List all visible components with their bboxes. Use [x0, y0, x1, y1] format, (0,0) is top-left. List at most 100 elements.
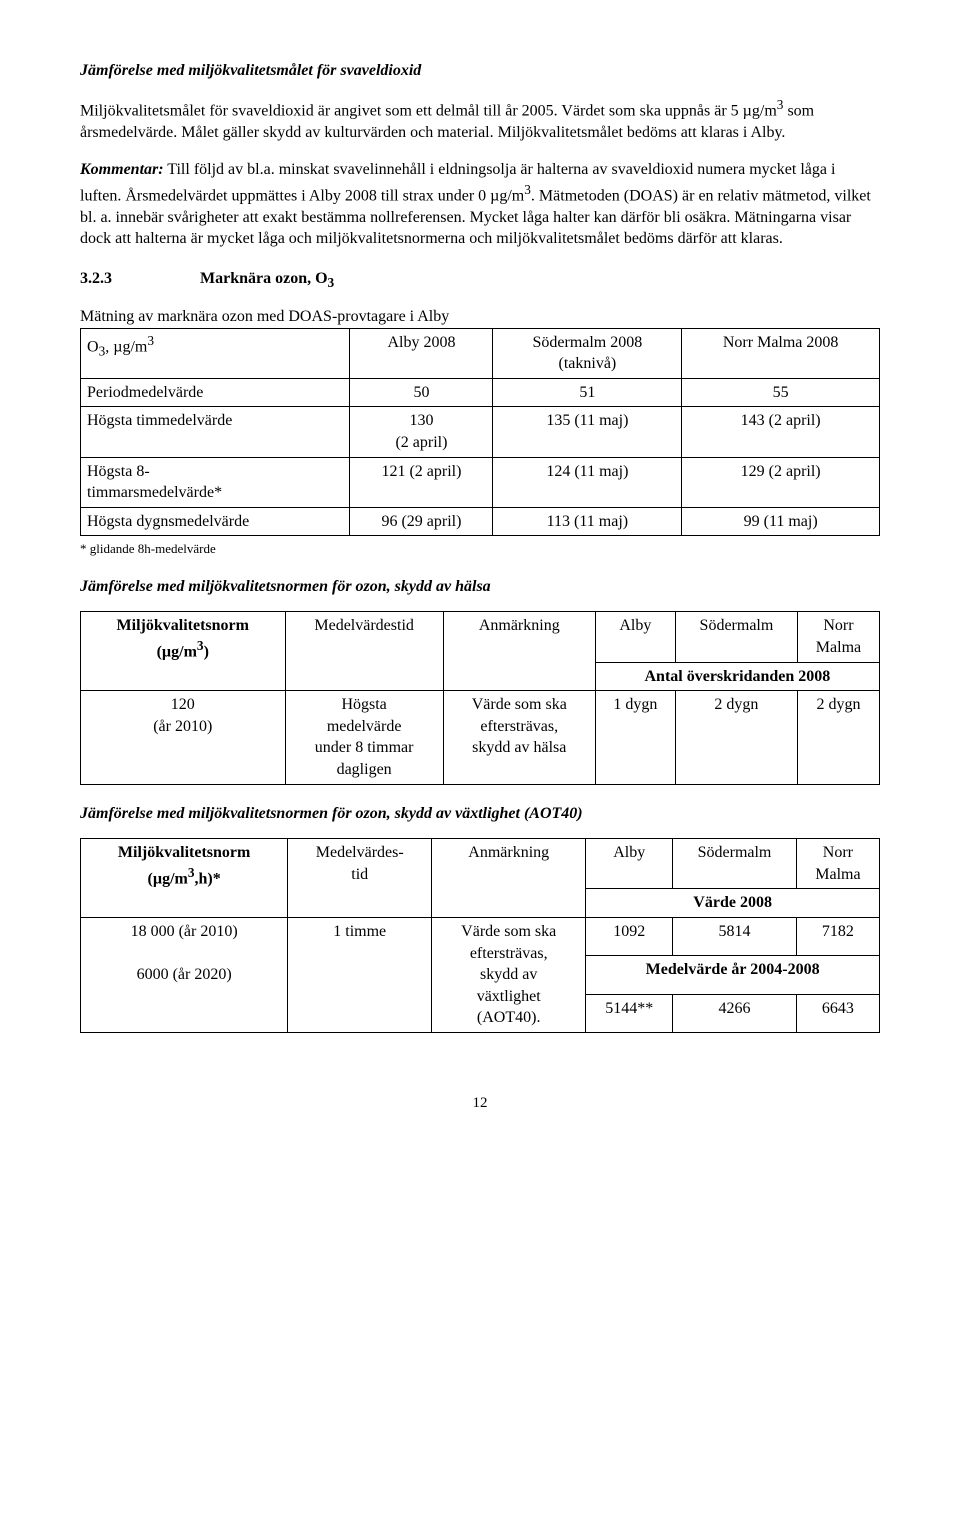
cell: 4266 — [673, 994, 797, 1032]
section-title: Marknära ozon, O3 — [200, 270, 334, 287]
text: ) — [204, 643, 209, 660]
cell: 135 (11 maj) — [493, 407, 682, 457]
span-header: Medelvärde år 2004-2008 — [586, 956, 880, 994]
table-row: 120 (år 2010) Högsta medelvärde under 8 … — [81, 691, 880, 784]
col-header-norm: Miljökvalitetsnorm (µg/m3,h)* — [81, 839, 288, 918]
table-row: 18 000 (år 2010) 6000 (år 2020) 1 timme … — [81, 918, 880, 956]
col-header-alby: Alby 2008 — [350, 328, 493, 378]
text: , µg/m — [105, 338, 147, 355]
text: tid — [351, 866, 368, 883]
table-header-row: Miljökvalitetsnorm (µg/m3,h)* Medelvärde… — [81, 839, 880, 889]
comment-label: Kommentar: — [80, 161, 164, 178]
table1-caption: Mätning av marknära ozon med DOAS-provta… — [80, 306, 880, 328]
cell-norm: 120 (år 2010) — [81, 691, 286, 784]
table-row: Periodmedelvärde 50 51 55 — [81, 378, 880, 407]
cell: 5814 — [673, 918, 797, 956]
sup-3: 3 — [197, 638, 204, 653]
table-row: Högsta dygnsmedelvärde 96 (29 april) 113… — [81, 507, 880, 536]
table-row: Högsta timmedelvärde 130 (2 april) 135 (… — [81, 407, 880, 457]
row-label: Högsta timmedelvärde — [81, 407, 350, 457]
text: 18 000 (år 2010) — [131, 923, 238, 940]
text: Malma — [816, 639, 861, 656]
col-header-norrmalma: Norr Malma — [797, 612, 879, 662]
table-ozone-health: Miljökvalitetsnorm (µg/m3) Medelvärdesti… — [80, 611, 880, 784]
sup-3: 3 — [188, 865, 195, 880]
cell: 143 (2 april) — [682, 407, 880, 457]
text: timmarsmedelvärde* — [87, 484, 222, 501]
text: dagligen — [337, 761, 392, 778]
cell-tid: Högsta medelvärde under 8 timmar daglige… — [285, 691, 443, 784]
text: (taknivå) — [559, 355, 617, 372]
col-header-norrmalma: Norr Malma — [796, 839, 879, 889]
cell: 113 (11 maj) — [493, 507, 682, 536]
text: (år 2010) — [153, 718, 212, 735]
text: (AOT40). — [477, 1009, 541, 1026]
col-header-sodermalm: Södermalm — [673, 839, 797, 889]
cell: 50 — [350, 378, 493, 407]
cell: 99 (11 maj) — [682, 507, 880, 536]
col-header-norm: Miljökvalitetsnorm (µg/m3) — [81, 612, 286, 691]
heading-comparison-aot40: Jämförelse med miljökvalitetsnormen för … — [80, 803, 880, 825]
paragraph-so2: Miljökvalitetsmålet för svaveldioxid är … — [80, 96, 880, 144]
text: under 8 timmar — [315, 739, 414, 756]
text: Marknära ozon, O — [200, 270, 328, 287]
heading-comparison-health: Jämförelse med miljökvalitetsnormen för … — [80, 576, 880, 598]
row-label: Högsta dygnsmedelvärde — [81, 507, 350, 536]
row-label: Högsta 8- timmarsmedelvärde* — [81, 457, 350, 507]
cell: 2 dygn — [797, 691, 879, 784]
text: Södermalm 2008 — [532, 334, 642, 351]
col-header-sodermalm: Södermalm 2008 (taknivå) — [493, 328, 682, 378]
cell-anm: Värde som ska eftersträvas, skydd av häl… — [443, 691, 595, 784]
sub-3: 3 — [328, 275, 335, 290]
span-header: Värde 2008 — [586, 889, 880, 918]
cell-norm: 18 000 (år 2010) 6000 (år 2020) — [81, 918, 288, 1033]
cell: 51 — [493, 378, 682, 407]
text: skydd av hälsa — [472, 739, 566, 756]
table-ozone-aot40: Miljökvalitetsnorm (µg/m3,h)* Medelvärde… — [80, 838, 880, 1033]
cell: 6643 — [796, 994, 879, 1032]
table1-footnote: * glidande 8h-medelvärde — [80, 540, 880, 558]
table-ozone-measurements: O3, µg/m3 Alby 2008 Södermalm 2008 (takn… — [80, 328, 880, 537]
cell: 130 (2 april) — [350, 407, 493, 457]
col-header-anm: Anmärkning — [443, 612, 595, 691]
col-header-tid: Medelvärdes- tid — [288, 839, 432, 918]
text: 130 — [409, 412, 433, 429]
cell: 129 (2 april) — [682, 457, 880, 507]
paragraph-comment: Kommentar: Till följd av bl.a. minskat s… — [80, 159, 880, 250]
text: växtlighet — [477, 988, 541, 1005]
section-heading-ozone: 3.2.3Marknära ozon, O3 — [80, 268, 880, 292]
cell: 7182 — [796, 918, 879, 956]
text: Värde som ska — [461, 923, 556, 940]
text: O — [87, 338, 99, 355]
section-number: 3.2.3 — [80, 268, 200, 290]
text: (µg/m — [157, 643, 197, 660]
text: Miljökvalitetsnorm — [117, 617, 249, 634]
text: Värde som ska — [472, 696, 567, 713]
sup-3: 3 — [147, 333, 154, 348]
table-header-row: Miljökvalitetsnorm (µg/m3) Medelvärdesti… — [81, 612, 880, 662]
cell: 1092 — [586, 918, 673, 956]
cell: 55 — [682, 378, 880, 407]
table-header-row: O3, µg/m3 Alby 2008 Södermalm 2008 (takn… — [81, 328, 880, 378]
text: (2 april) — [395, 434, 447, 451]
text: 120 — [171, 696, 195, 713]
text: Högsta 8- — [87, 463, 150, 480]
text: eftersträvas, — [470, 945, 548, 962]
col-header-norrmalma: Norr Malma 2008 — [682, 328, 880, 378]
text: Miljökvalitetsnorm — [118, 844, 250, 861]
text: Miljökvalitetsmålet för svaveldioxid är … — [80, 102, 777, 119]
text: Malma — [815, 866, 860, 883]
sup-3: 3 — [524, 182, 531, 197]
col-header-alby: Alby — [586, 839, 673, 889]
heading-comparison-so2: Jämförelse med miljökvalitetsmålet för s… — [80, 60, 880, 82]
text: (µg/m — [148, 870, 188, 887]
text: ,h)* — [195, 870, 221, 887]
text: medelvärde — [327, 718, 402, 735]
cell: 96 (29 april) — [350, 507, 493, 536]
span-header: Antal överskridanden 2008 — [595, 662, 879, 691]
text: Norr — [823, 844, 853, 861]
text: Norr — [823, 617, 853, 634]
cell: 2 dygn — [675, 691, 797, 784]
col-header-o3: O3, µg/m3 — [81, 328, 350, 378]
text: 6000 (år 2020) — [137, 966, 232, 983]
